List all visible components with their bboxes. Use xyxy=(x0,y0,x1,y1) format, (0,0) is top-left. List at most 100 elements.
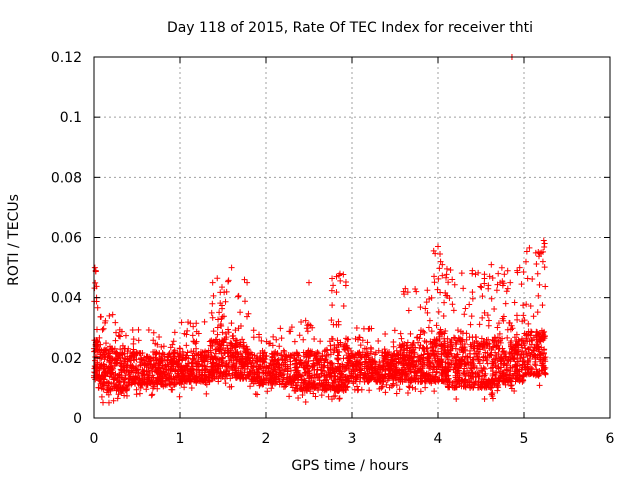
data-point xyxy=(225,326,232,333)
data-point xyxy=(302,317,309,324)
data-point xyxy=(98,393,105,400)
data-point xyxy=(287,328,294,335)
data-point xyxy=(393,390,400,397)
data-point xyxy=(541,264,548,271)
data-point xyxy=(458,270,465,277)
data-point xyxy=(228,347,235,354)
data-point xyxy=(260,367,267,374)
data-point xyxy=(215,355,222,362)
data-point xyxy=(292,382,299,389)
data-point xyxy=(125,345,132,352)
data-point xyxy=(501,271,508,278)
data-point xyxy=(119,342,126,349)
data-point xyxy=(113,359,120,366)
data-point xyxy=(197,354,204,361)
data-point xyxy=(154,375,161,382)
data-point xyxy=(252,391,259,398)
data-point xyxy=(93,353,100,360)
data-point xyxy=(375,338,382,345)
x-tick-labels: 0 1 2 3 4 5 6 xyxy=(90,431,615,447)
data-point xyxy=(507,326,514,333)
data-point xyxy=(244,346,251,353)
data-point xyxy=(97,313,104,320)
data-point xyxy=(195,330,202,337)
data-point xyxy=(249,371,256,378)
data-point xyxy=(100,348,107,355)
data-point xyxy=(225,353,232,360)
data-point xyxy=(287,367,294,374)
data-point xyxy=(230,335,237,342)
data-point xyxy=(136,379,143,386)
data-point xyxy=(536,382,543,389)
data-point xyxy=(156,350,163,357)
y-tick-label: 0 xyxy=(73,411,82,427)
data-point xyxy=(539,258,546,265)
data-point xyxy=(99,326,106,333)
data-point xyxy=(150,329,157,336)
data-point xyxy=(329,302,336,309)
data-point xyxy=(288,324,295,331)
x-axis-label: GPS time / hours xyxy=(291,458,408,474)
data-point xyxy=(417,331,424,338)
y-axis-label: ROTI / TECUs xyxy=(6,194,22,286)
data-point xyxy=(340,271,347,278)
data-point xyxy=(152,357,159,364)
data-point xyxy=(219,358,226,365)
data-point xyxy=(443,271,450,278)
data-point xyxy=(127,350,134,357)
data-point xyxy=(426,317,433,324)
data-point xyxy=(165,376,172,383)
data-point xyxy=(260,357,267,364)
data-point xyxy=(112,383,119,390)
data-point xyxy=(216,309,223,316)
data-point xyxy=(269,361,276,368)
data-point xyxy=(209,279,216,286)
data-point xyxy=(449,276,456,283)
data-point xyxy=(271,366,278,373)
data-point xyxy=(266,377,273,384)
data-point xyxy=(472,271,479,278)
data-point xyxy=(215,316,222,323)
data-point xyxy=(143,386,150,393)
data-point xyxy=(98,385,105,392)
data-point xyxy=(193,350,200,357)
data-point xyxy=(193,320,200,327)
data-point xyxy=(177,345,184,352)
data-points xyxy=(91,54,549,406)
data-point xyxy=(529,276,536,283)
data-point xyxy=(96,355,103,362)
data-point xyxy=(214,331,221,338)
data-point xyxy=(295,395,302,402)
data-point xyxy=(511,299,518,306)
data-point xyxy=(435,243,441,250)
data-point xyxy=(273,362,280,369)
data-point xyxy=(241,298,248,305)
data-point xyxy=(176,345,183,352)
data-point xyxy=(306,279,312,286)
data-point xyxy=(270,333,277,340)
data-point xyxy=(94,304,101,311)
data-point xyxy=(269,377,276,384)
data-point xyxy=(318,392,325,399)
data-point xyxy=(226,357,233,364)
data-point xyxy=(150,354,157,361)
data-point xyxy=(404,390,411,397)
data-point xyxy=(193,367,200,374)
data-point xyxy=(533,261,540,268)
data-point xyxy=(169,386,176,393)
data-point xyxy=(475,269,482,276)
data-point xyxy=(105,399,112,406)
data-point xyxy=(218,284,225,291)
data-point xyxy=(514,316,521,323)
data-point xyxy=(479,293,486,300)
data-point xyxy=(234,337,241,344)
data-point xyxy=(128,365,135,372)
data-point xyxy=(209,363,216,370)
data-point xyxy=(255,331,262,338)
data-point xyxy=(462,305,469,312)
data-point xyxy=(342,282,349,289)
data-point xyxy=(167,344,174,351)
data-point xyxy=(495,270,502,277)
data-point xyxy=(148,392,155,399)
data-point xyxy=(219,329,226,336)
